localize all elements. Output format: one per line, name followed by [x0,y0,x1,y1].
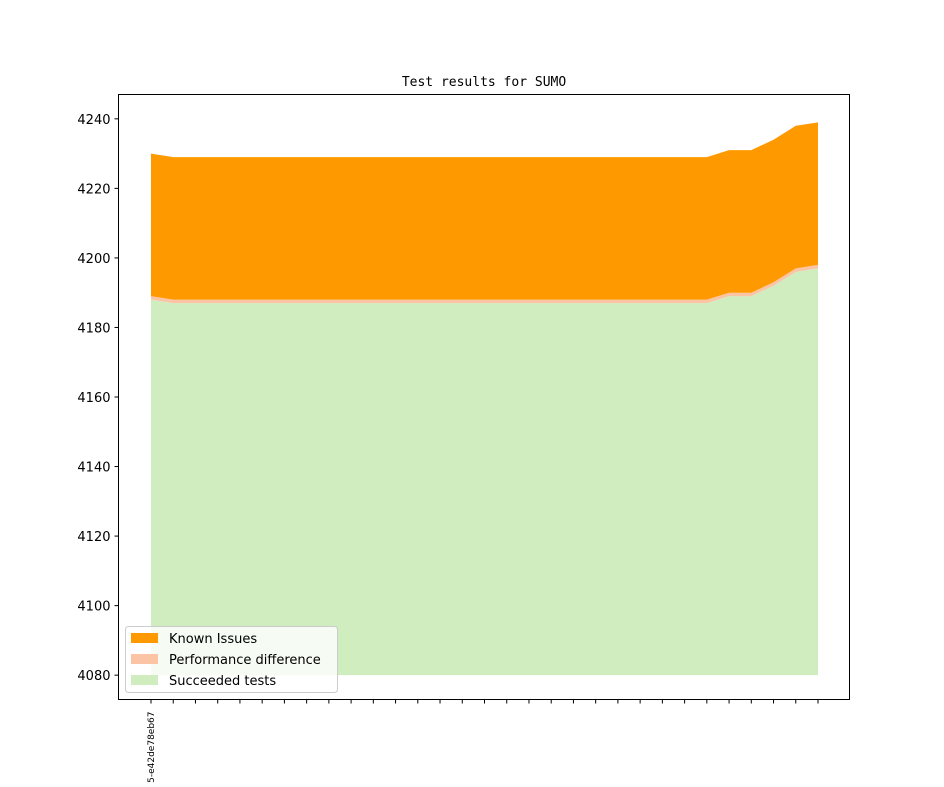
y-tick-label: 4200 [77,252,110,267]
legend-label-performance-difference: Performance difference [169,653,321,668]
legend-box [125,626,338,693]
legend-swatch-succeeded-tests [131,675,158,685]
area-succeeded-tests [151,268,818,676]
chart-title: Test results for SUMO [402,75,567,90]
legend-swatch-known-issues [131,633,158,643]
area-known-issues [151,122,818,300]
y-axis: 4080 4100 4120 4140 4160 4180 4200 4220 4240 [77,113,119,684]
y-tick-label: 4240 [77,113,110,128]
legend-label-known-issues: Known Issues [169,632,257,647]
legend: Known Issues Performance difference Succee… [125,626,338,693]
y-tick-label: 4160 [77,391,110,406]
x-tick-label: 5-e42de78eb67 [147,712,157,783]
legend-label-succeeded-tests: Succeeded tests [169,674,276,689]
legend-swatch-performance-difference [131,654,158,664]
y-tick-label: 4080 [77,669,110,684]
x-axis: 5-e42de78eb67 [147,699,819,783]
y-tick-label: 4220 [77,182,110,197]
y-tick-label: 4120 [77,530,110,545]
y-tick-label: 4140 [77,461,110,476]
y-tick-label: 4180 [77,321,110,336]
y-tick-label: 4100 [77,600,110,615]
area-series-group [151,122,818,676]
